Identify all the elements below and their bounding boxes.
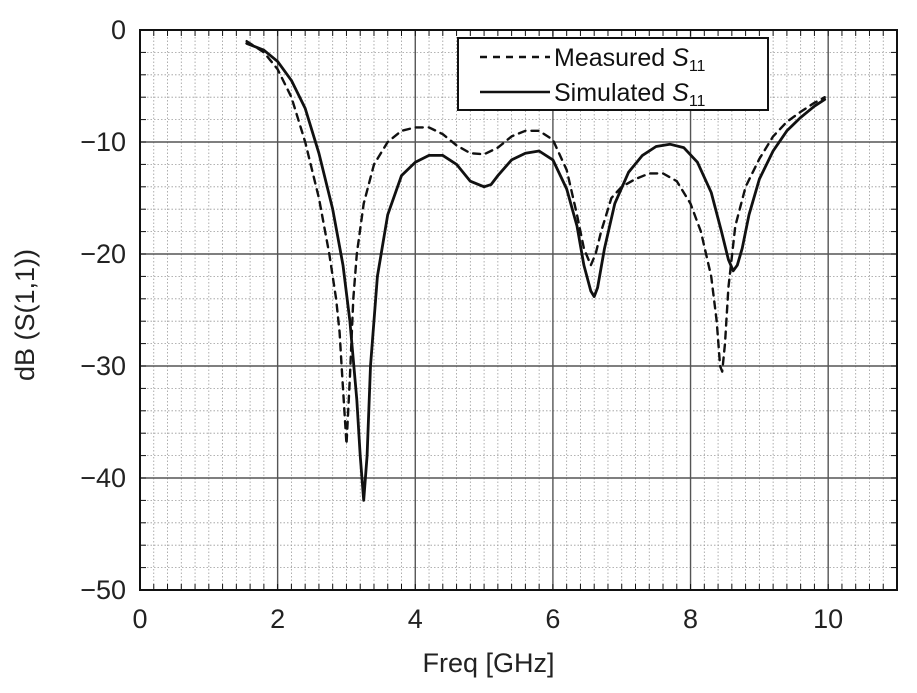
x-tick-label: 10 (813, 604, 843, 634)
legend-box (457, 37, 769, 111)
y-axis-title: dB (S(1,1)) (10, 249, 40, 381)
tick-labels: 0 2 4 6 8 10 0 −10 −20 −30 −40 −50 (80, 15, 843, 634)
y-tick-label: −10 (80, 127, 126, 157)
legend-label-measured-main: Measured (554, 44, 672, 72)
y-tick-label: −20 (80, 239, 126, 269)
plot-frame (139, 29, 898, 591)
y-tick-label: −40 (80, 463, 126, 493)
series-line-measured (245, 40, 826, 446)
plot-border (139, 29, 898, 591)
x-tick-label: 2 (270, 604, 285, 634)
y-tick-label: 0 (111, 15, 126, 45)
legend-label-measured-symbol: S (672, 44, 689, 72)
x-axis-title: Freq [GHz] (422, 648, 554, 678)
x-tick-label: 4 (408, 604, 423, 634)
x-tick-label: 6 (545, 604, 560, 634)
y-tick-label: −50 (80, 575, 126, 605)
x-tick-label: 8 (683, 604, 698, 634)
x-tick-label: 0 (132, 604, 147, 634)
plot-background (140, 30, 897, 590)
grid (139, 29, 898, 591)
legend: Measured S11 Simulated S11 (457, 37, 769, 111)
legend-label-simulated: Simulated S11 (554, 79, 706, 110)
legend-label-measured-subscript: 11 (689, 58, 706, 75)
y-tick-label: −30 (80, 351, 126, 381)
legend-label-simulated-subscript: 11 (689, 93, 706, 110)
legend-label-simulated-symbol: S (672, 79, 689, 107)
plot-series (245, 40, 827, 502)
legend-label-measured: Measured S11 (554, 44, 706, 75)
series-line-simulated (245, 42, 827, 502)
legend-label-simulated-main: Simulated (554, 79, 672, 107)
